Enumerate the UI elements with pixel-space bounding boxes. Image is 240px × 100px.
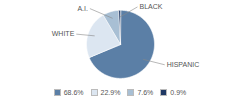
html-text:22.9%: 22.9% <box>100 88 121 96</box>
html-text:0.9%: 0.9% <box>170 88 187 96</box>
html-text:7.6%: 7.6% <box>137 88 154 96</box>
html-text:68.6%: 68.6% <box>63 88 84 96</box>
svg-text:HISPANIC: HISPANIC <box>167 61 200 68</box>
svg-text:WHITE: WHITE <box>52 30 75 37</box>
svg-text:A.I.: A.I. <box>77 5 88 12</box>
svg-text:BLACK: BLACK <box>139 3 162 10</box>
